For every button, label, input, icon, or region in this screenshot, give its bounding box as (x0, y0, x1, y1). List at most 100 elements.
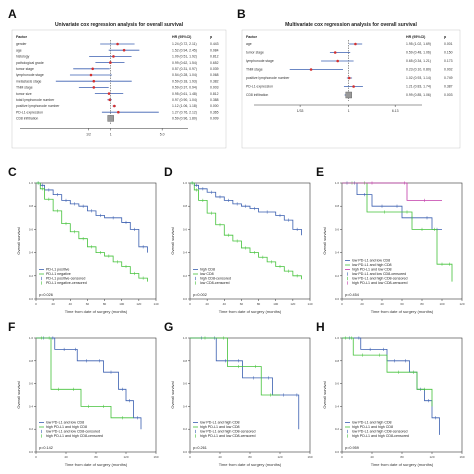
km-y-tick-label: 0.6 (335, 227, 340, 231)
km-x-axis-label: Time from date of surgery (months) (219, 462, 282, 467)
km-y-tick-label: 0.8 (335, 204, 340, 208)
km-y-tick-label: 0.4 (29, 251, 34, 255)
km-x-tick-label: 160 (307, 455, 312, 459)
forest-col-p: p (444, 35, 447, 39)
forest-hr-value: 0.65 (0.34, 1.21) (406, 59, 431, 63)
forest-axis-tick-label: 5.0 (160, 132, 165, 136)
km-x-tick-label: 0 (341, 302, 343, 306)
km-y-axis-label: Overall survival (322, 227, 327, 254)
km-x-tick-label: 40 (218, 455, 222, 459)
km-x-tick-label: 60 (240, 302, 244, 306)
forest-p-value: 0.001 (444, 42, 453, 46)
forest-point-estimate (91, 67, 95, 71)
km-y-tick-label: 0.4 (29, 404, 34, 408)
km-x-tick-label: 100 (119, 302, 124, 306)
km-legend-label: high PD-L1 and high CD8-censored (46, 434, 103, 438)
km-x-axis-label: Time from date of surgery (months) (65, 309, 128, 314)
forest-point-estimate (354, 42, 357, 46)
panel-letter-h: H (316, 320, 325, 334)
km-x-tick-label: 100 (439, 302, 444, 306)
forest-factor-label: positive lymphonode number (246, 76, 290, 80)
forest-col-hr: HR (95%CI) (172, 35, 192, 39)
km-survival-curve (190, 182, 302, 280)
km-y-tick-label: 0.0 (29, 297, 34, 301)
km-y-tick-label: 0.6 (29, 227, 34, 231)
forest-hr-value: 1.02 (0.93, 1.14) (406, 76, 431, 80)
km-legend-label: low PD-L1 and high CD8-censored (200, 430, 256, 434)
panel-letter-g: G (164, 320, 174, 334)
forest-factor-label: lymphonode stage (246, 59, 274, 63)
km-x-tick-label: 60 (400, 302, 404, 306)
forest-hr-value: 0.99 (0.62, 1.54) (172, 61, 197, 65)
km-legend-label: low PD-L1 and low CD8-censored (352, 272, 406, 276)
km-x-axis-label: Time from date of surgery (months) (371, 462, 434, 467)
forest-factor-label: age (16, 48, 22, 52)
km-x-tick-label: 100 (273, 302, 278, 306)
forest-hr-value: 0.97 (0.90, 1.04) (172, 98, 197, 102)
km-legend-label: low PD-L1 and low CD8-censored (46, 430, 100, 434)
forest-p-value: 0.003 (444, 93, 453, 97)
km-x-tick-label: 80 (248, 455, 252, 459)
km-x-tick-label: 20 (205, 302, 209, 306)
forest-point-estimate (108, 98, 112, 102)
km-y-tick-label: 0.8 (335, 359, 340, 363)
km-p-value: p=0.261 (193, 446, 207, 450)
forest-point-estimate (92, 79, 96, 83)
forest-p-value: 0.382 (210, 79, 219, 83)
forest-title: Univariate cox regression analysis for o… (55, 22, 184, 28)
forest-hr-value: 0.59 (0.48, 1.06) (406, 51, 431, 55)
km-y-axis-label: Overall survival (322, 381, 327, 408)
km-survival-curve (342, 182, 442, 201)
forest-frame (11, 29, 227, 149)
forest-factor-label: CD8 infiltration (246, 93, 268, 97)
forest-p-value: 0.652 (210, 61, 219, 65)
km-x-tick-label: 80 (400, 455, 404, 459)
km-legend-label: PD-L1 positive-censored (46, 277, 85, 281)
km-p-value: p=0.026 (39, 293, 53, 297)
km-legend-label: PD-L1 positive (46, 268, 69, 272)
km-legend-label: high PD-L1 and low CD8 (200, 425, 240, 429)
km-y-tick-label: 1.0 (183, 181, 188, 185)
forest-p-value: 0.749 (444, 76, 453, 80)
forest-point-estimate (352, 85, 355, 88)
forest-summary-box (345, 91, 352, 99)
km-frame (35, 182, 157, 300)
km-x-axis-label: Time from date of surgery (months) (371, 309, 434, 314)
km-y-tick-label: 0.6 (183, 382, 188, 386)
forest-axis-tick-label: 1 (110, 132, 112, 136)
forest-col-factor: Factor (246, 35, 258, 39)
forest-col-hr: HR (95%CI) (406, 35, 426, 39)
km-survival-curve (342, 182, 442, 230)
km-y-tick-label: 0.4 (335, 404, 340, 408)
km-y-axis-label: Overall survival (16, 381, 21, 408)
km-p-value: p=0.002 (193, 293, 207, 297)
km-x-tick-label: 40 (370, 455, 374, 459)
km-survival-curve (190, 337, 280, 396)
km-x-tick-label: 0 (189, 302, 191, 306)
forest-hr-value: 0.99 (0.85, 1.06) (406, 93, 431, 97)
forest-point-estimate (89, 73, 93, 77)
forest-hr-value: 0.57 (0.31, 0.97) (172, 67, 197, 71)
km-y-tick-label: 0.4 (335, 251, 340, 255)
km-p-value: p=0.142 (39, 446, 53, 450)
km-y-tick-label: 1.0 (335, 336, 340, 340)
forest-p-value: 0.812 (210, 55, 219, 59)
forest-hr-value: 1.24 (0.72, 2.11) (172, 42, 197, 46)
km-x-tick-label: 20 (51, 302, 55, 306)
km-legend-label: low PD-L1 and high CD8 (200, 421, 240, 425)
forest-point-estimate (333, 51, 337, 54)
km-y-tick-label: 0.2 (29, 274, 34, 278)
km-survival-curve (190, 182, 302, 236)
km-y-tick-label: 0.0 (183, 297, 188, 301)
forest-plot-b: Multivariate cox regression analysis for… (241, 22, 461, 149)
km-survival-curve (342, 337, 433, 407)
km-y-tick-label: 0.0 (335, 297, 340, 301)
forest-p-value: 0.365 (210, 110, 219, 114)
forest-hr-value: 1.21 (0.83, 1.74) (406, 85, 431, 89)
forest-factor-label: age (246, 42, 252, 46)
km-legend-label: low PD-L1 and high CD8 (352, 263, 392, 267)
km-x-tick-label: 40 (223, 302, 227, 306)
km-legend-label: low CD8-censored (200, 281, 230, 285)
forest-point-estimate (113, 104, 116, 108)
forest-p-value: 0.003 (210, 86, 219, 90)
